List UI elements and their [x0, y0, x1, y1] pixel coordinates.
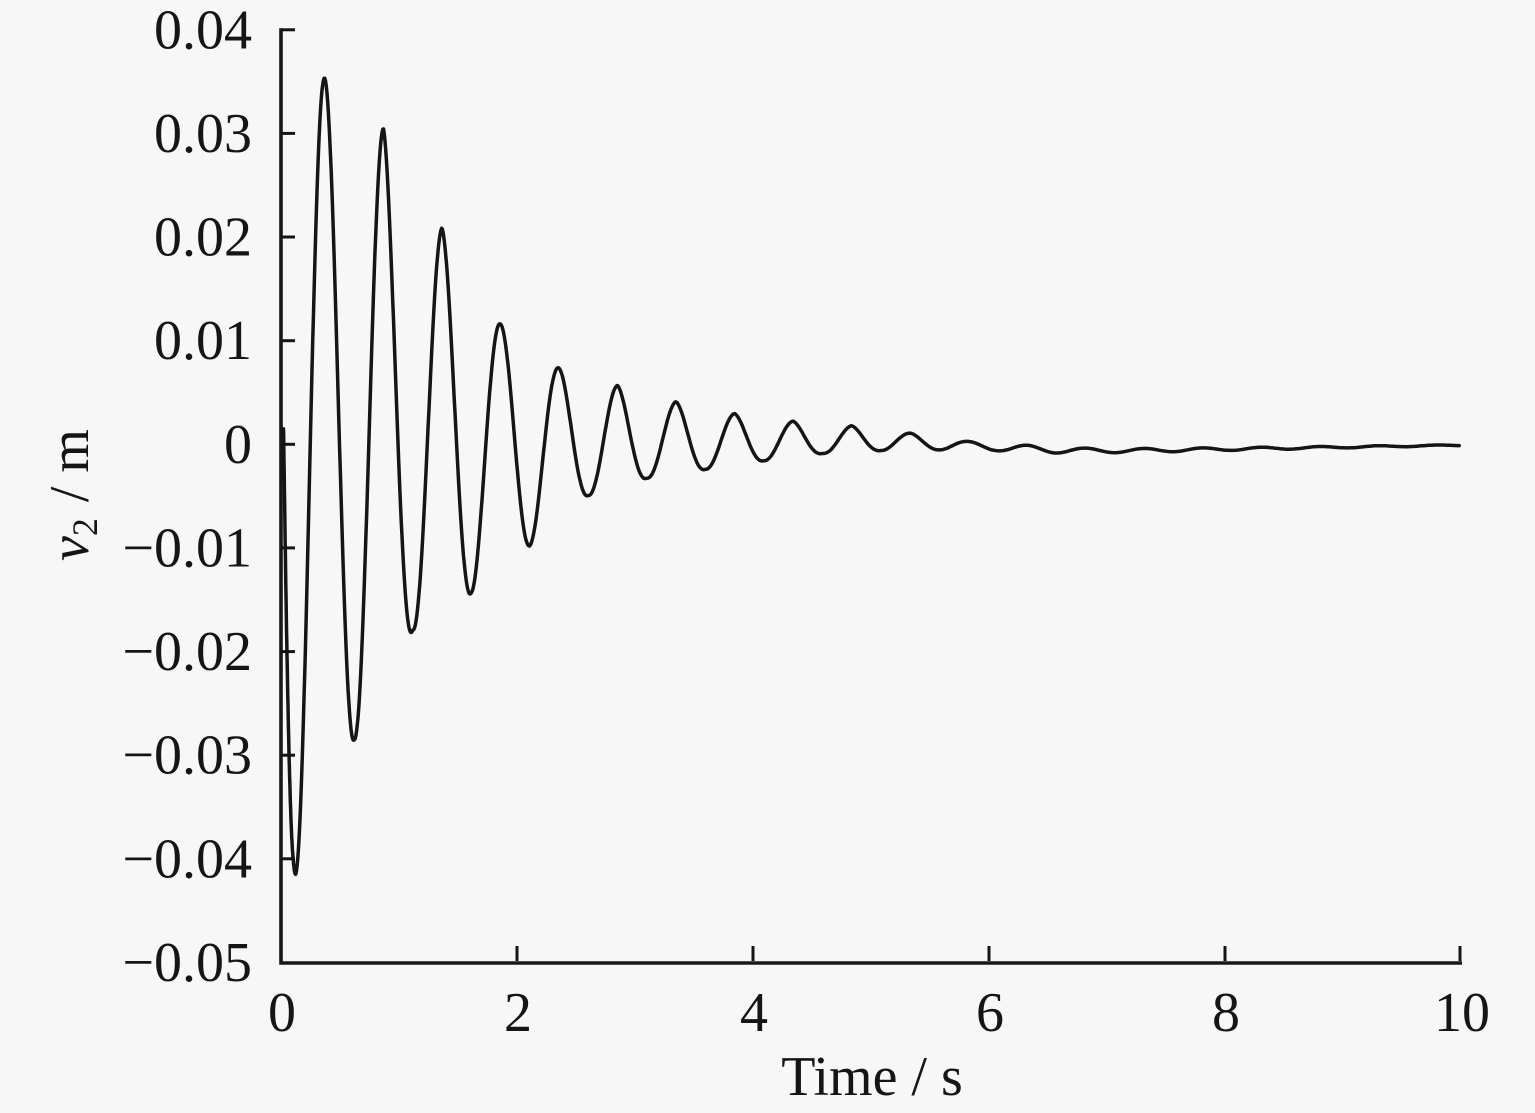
svg-text:Time / s: Time / s	[781, 1046, 963, 1108]
svg-text:v2 / m: v2 / m	[39, 429, 105, 561]
svg-text:6: 6	[976, 982, 1004, 1044]
svg-text:−0.04: −0.04	[122, 828, 252, 890]
svg-text:8: 8	[1212, 982, 1240, 1044]
svg-text:−0.03: −0.03	[122, 725, 252, 787]
svg-text:0.04: 0.04	[154, 0, 252, 61]
svg-text:2: 2	[504, 982, 532, 1044]
svg-text:0: 0	[224, 414, 252, 476]
svg-text:−0.05: −0.05	[122, 932, 252, 994]
svg-text:4: 4	[740, 982, 768, 1044]
svg-text:0.02: 0.02	[154, 207, 252, 269]
svg-text:10: 10	[1434, 982, 1490, 1044]
svg-text:−0.01: −0.01	[122, 517, 252, 579]
svg-text:0.01: 0.01	[154, 310, 252, 372]
svg-text:0: 0	[268, 982, 296, 1044]
svg-text:−0.02: −0.02	[122, 621, 252, 683]
svg-text:0.03: 0.03	[154, 103, 252, 165]
